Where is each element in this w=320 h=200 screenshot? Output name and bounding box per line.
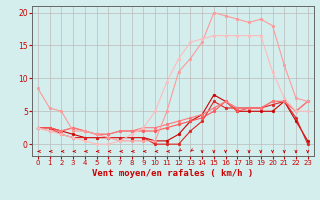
X-axis label: Vent moyen/en rafales ( km/h ): Vent moyen/en rafales ( km/h ) <box>92 169 253 178</box>
